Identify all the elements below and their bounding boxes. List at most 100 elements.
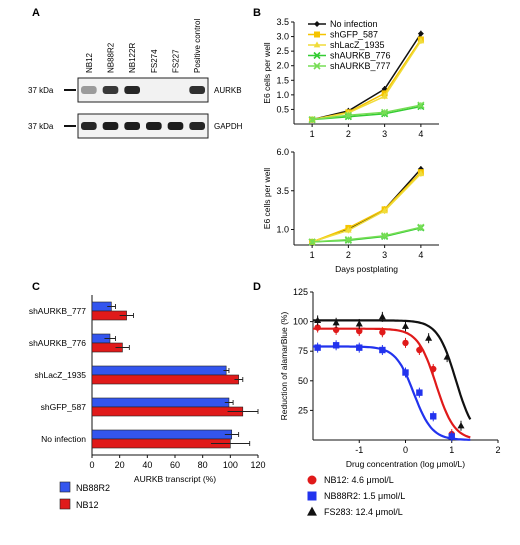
data-point (417, 30, 424, 37)
y-tick-label: 3.5 (276, 186, 289, 196)
data-point (417, 101, 425, 109)
legend-marker (314, 31, 320, 38)
x-tick-label: 0 (403, 445, 408, 455)
blot-band (124, 86, 140, 94)
data-point (332, 326, 340, 334)
x-tick-label: -1 (355, 445, 363, 455)
legend-label: NB12 (76, 500, 99, 510)
growth-curve-bottom: 1.0 3.5 6.0 1 2 3 4 E6 cells per well Days postp… (262, 147, 439, 274)
data-point (356, 344, 363, 351)
y-axis-title: E6 cells per well (262, 42, 272, 104)
y-tick-label: 1.5 (276, 75, 289, 85)
fit-curve (313, 327, 471, 439)
western-blot-panel: NB12 NB88R2 NB122R FS274 FS227 Positive contr… (28, 19, 243, 139)
data-point (417, 37, 425, 44)
legend-swatch (59, 498, 71, 510)
growth-curve-top: 0.5 1.0 1.5 2.0 2.5 3.0 3.5 1 2 3 4 E6 cells per we… (262, 17, 439, 139)
lane-label: NB88R2 (107, 42, 116, 73)
category-label: shAURKB_776 (29, 338, 86, 348)
x-tick-label: 20 (115, 460, 125, 470)
data-point (401, 322, 410, 329)
y-tick-label: 3.0 (276, 32, 289, 42)
bar (91, 429, 233, 440)
data-point (355, 320, 363, 327)
bar (91, 397, 230, 408)
data-point (430, 365, 437, 373)
x-tick-label: 1 (449, 445, 454, 455)
legend-swatch (59, 481, 71, 493)
protein-label: GAPDH (214, 122, 243, 131)
data-point (379, 346, 386, 354)
error-bar (227, 409, 259, 414)
x-tick-label: 3 (382, 250, 387, 260)
legend-label: NB88R2 (76, 483, 110, 493)
x-tick-label: 4 (418, 129, 423, 139)
data-point (381, 207, 388, 214)
x-tick-label: 3 (382, 129, 387, 139)
data-point (443, 353, 451, 360)
x-tick-label: 2 (346, 129, 351, 139)
x-axis-title: Drug concentration (log μmol/L) (346, 459, 465, 469)
data-point (378, 313, 386, 320)
data-point (457, 421, 465, 429)
protein-label: AURKB (214, 86, 242, 95)
panel-letter-b: B (253, 7, 261, 19)
data-point (314, 316, 322, 323)
error-bar (224, 400, 234, 405)
legend-marker (313, 41, 321, 48)
data-point (308, 238, 316, 246)
data-point (417, 223, 425, 231)
blot-band (167, 122, 184, 130)
legend-marker (313, 51, 321, 60)
data-point (332, 342, 340, 349)
lane-label: NB122R (128, 43, 137, 73)
lane-label: FS274 (150, 49, 159, 73)
y-tick-label: 100 (293, 317, 308, 327)
error-bar (223, 368, 230, 373)
x-tick-label: 40 (142, 460, 152, 470)
error-bar (107, 304, 116, 309)
blot-band (189, 86, 205, 94)
y-tick-label: 50 (298, 376, 308, 386)
x-tick-label: 120 (250, 460, 265, 470)
data-point (381, 92, 388, 99)
y-tick-label: 1.0 (276, 225, 289, 235)
x-tick-label: 60 (170, 460, 180, 470)
series-line (311, 40, 422, 121)
blot-band (102, 86, 119, 94)
data-point (345, 226, 352, 233)
x-axis-title: AURKB transcript (%) (134, 474, 216, 484)
legend-marker (307, 475, 317, 485)
legend-marker (307, 506, 317, 516)
blot-band (81, 86, 97, 94)
data-point (356, 327, 363, 335)
x-axis-title: Days postplating (335, 264, 398, 274)
legend-label: NB12: 4.6 μmol/L (324, 475, 394, 485)
data-point (430, 413, 437, 420)
y-tick-label: 0.5 (276, 104, 289, 114)
y-tick-label: 2.5 (276, 46, 289, 56)
data-point (402, 369, 409, 376)
data-point (314, 344, 321, 351)
panel-letter-a: A (32, 7, 40, 19)
panel-letter-d: D (253, 281, 261, 293)
data-point (425, 334, 433, 341)
legend-marker (314, 21, 320, 27)
legend-label: FS283: 12.4 μmol/L (324, 507, 403, 517)
x-tick-label: 1 (310, 129, 315, 139)
legend-label: shGFP_587 (330, 30, 378, 40)
x-tick-label: 1 (310, 250, 315, 260)
category-label: shLacZ_1935 (34, 370, 86, 380)
y-tick-label: 75 (298, 346, 308, 356)
data-point (314, 324, 321, 331)
blot-box (77, 113, 209, 139)
error-bar (115, 345, 130, 350)
legend-marker (313, 62, 321, 70)
fit-curve (313, 319, 472, 420)
legend-label: No infection (330, 19, 378, 29)
blot-band (102, 122, 119, 130)
data-point (381, 232, 389, 240)
lane-label: Positive control (193, 19, 202, 73)
legend-label: shAURKB_777 (330, 61, 391, 71)
legend-label: shLacZ_1935 (330, 40, 385, 50)
